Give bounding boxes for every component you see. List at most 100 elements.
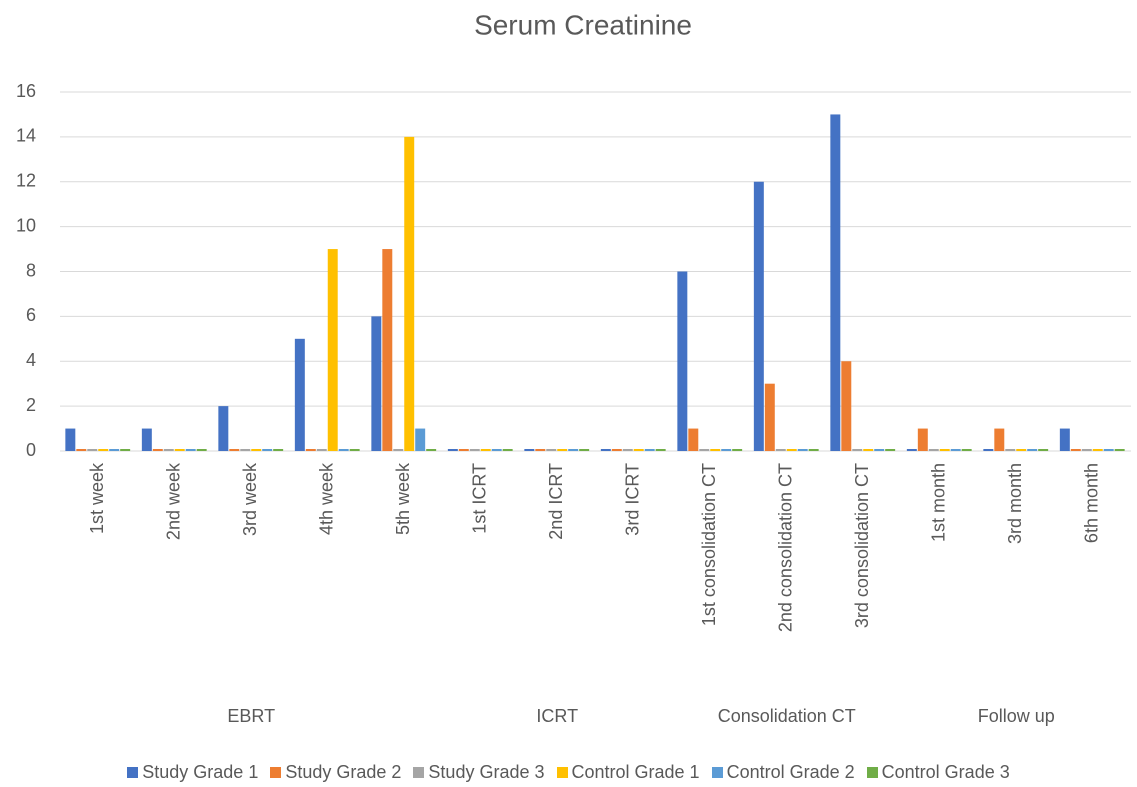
x-tick-label: 2nd week [164, 462, 184, 540]
bar [928, 449, 939, 451]
bar [961, 449, 972, 451]
bar [841, 361, 852, 451]
bar [863, 449, 874, 451]
legend-swatch [556, 767, 568, 778]
bar [808, 449, 819, 451]
bar [371, 316, 382, 451]
bar [163, 449, 174, 451]
bar [732, 449, 743, 451]
group-label: EBRT [227, 706, 275, 726]
legend-item: Study Grade 3 [413, 762, 545, 783]
bar [1005, 449, 1016, 451]
y-tick-label: 0 [26, 440, 36, 460]
y-tick-label: 16 [16, 81, 36, 101]
x-tick-label: 3rd week [240, 462, 260, 536]
bar [229, 449, 240, 451]
bar [557, 449, 568, 451]
x-tick-label: 4th week [317, 462, 337, 535]
legend-swatch [270, 767, 282, 778]
bar [1114, 449, 1125, 451]
y-tick-label: 8 [26, 260, 36, 280]
bar [710, 449, 721, 451]
y-tick-label: 14 [16, 126, 36, 146]
bar [349, 449, 360, 451]
legend-label: Study Grade 2 [285, 762, 402, 782]
bar [480, 449, 491, 451]
legend-swatch [127, 767, 139, 778]
bar [327, 249, 338, 451]
bar [906, 449, 917, 451]
chart-title: Serum Creatinine [474, 9, 692, 40]
bar [1027, 449, 1038, 451]
bar [830, 114, 841, 451]
bar [622, 449, 633, 451]
group-label: Follow up [978, 706, 1055, 726]
bar [65, 428, 76, 451]
bar [185, 449, 196, 451]
bar [404, 136, 415, 451]
bar [994, 428, 1005, 451]
bar [950, 449, 961, 451]
bar [218, 406, 229, 451]
bar [251, 449, 262, 451]
bar [196, 449, 207, 451]
bar [87, 449, 98, 451]
bar [721, 449, 732, 451]
x-tick-label: 2nd ICRT [546, 463, 566, 540]
bar [273, 449, 284, 451]
bar [568, 449, 579, 451]
bar [98, 449, 109, 451]
legend-swatch [711, 767, 723, 778]
bar [1103, 449, 1114, 451]
legend-item: Control Grade 2 [711, 762, 855, 783]
bar [305, 449, 316, 451]
bar [524, 449, 535, 451]
x-tick-label: 5th week [393, 462, 413, 535]
bar [1038, 449, 1049, 451]
legend-swatch [866, 767, 878, 778]
bar [502, 449, 513, 451]
bar [797, 449, 808, 451]
bar [262, 449, 273, 451]
bar [1016, 449, 1027, 451]
legend-label: Control Grade 1 [571, 762, 700, 782]
bar [633, 449, 644, 451]
bar [426, 449, 437, 451]
legend-label: Study Grade 3 [428, 762, 545, 782]
x-tick-label: 1st month [929, 463, 949, 542]
bar [688, 428, 699, 451]
bar [382, 249, 393, 451]
bar [874, 449, 885, 451]
y-tick-label: 10 [16, 215, 36, 235]
bar [579, 449, 590, 451]
bar [294, 338, 305, 451]
bar [852, 449, 863, 451]
x-tick-label: 3rd ICRT [623, 463, 643, 536]
bar [1059, 428, 1070, 451]
legend-item: Study Grade 2 [270, 762, 401, 783]
bar [535, 449, 546, 451]
legend-label: Control Grade 3 [881, 762, 1010, 782]
legend-item: Study Grade 1 [127, 762, 258, 783]
x-tick-label: 2nd consolidation CT [776, 463, 796, 632]
bar [1081, 449, 1092, 451]
group-label: Consolidation CT [718, 706, 856, 726]
bar [775, 449, 786, 451]
legend-item: Control Grade 1 [556, 762, 700, 783]
bar [120, 449, 131, 451]
bar [141, 428, 152, 451]
bar [491, 449, 502, 451]
y-tick-label: 6 [26, 305, 36, 325]
bar [174, 449, 185, 451]
bar [109, 449, 120, 451]
bar [152, 449, 163, 451]
y-tick-label: 12 [16, 171, 36, 191]
y-tick-label: 2 [26, 395, 36, 415]
bar [699, 449, 710, 451]
bar [458, 449, 469, 451]
bar [1092, 449, 1103, 451]
x-tick-label: 3rd month [1005, 463, 1025, 544]
legend-label: Control Grade 2 [726, 762, 855, 782]
